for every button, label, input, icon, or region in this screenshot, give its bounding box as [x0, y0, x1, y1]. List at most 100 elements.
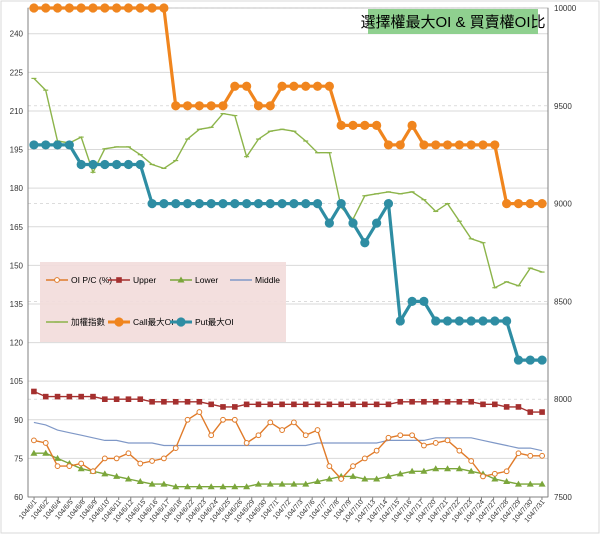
data-point: [243, 483, 251, 490]
data-point: [360, 120, 370, 130]
data-point: [314, 427, 321, 433]
data-point: [54, 277, 60, 283]
data-point: [265, 199, 275, 209]
data-point: [137, 396, 144, 402]
legend-label: Middle: [255, 275, 280, 285]
legend-item: Call最大OI: [108, 317, 174, 327]
data-point: [54, 454, 62, 461]
data-point: [503, 478, 511, 485]
data-point: [136, 478, 144, 485]
data-point: [54, 463, 61, 470]
data-point: [277, 81, 287, 91]
data-point: [218, 199, 228, 209]
grid: [27, 7, 549, 498]
data-point: [537, 355, 547, 365]
data-point: [407, 296, 417, 306]
data-point: [102, 396, 108, 402]
data-point: [208, 401, 214, 408]
data-point: [52, 140, 63, 150]
data-point: [395, 316, 405, 326]
data-point: [361, 475, 369, 482]
data-point: [41, 140, 51, 150]
left-axis-tick-label: 165: [10, 223, 24, 232]
data-point: [455, 465, 463, 472]
data-point: [514, 480, 522, 487]
data-point: [491, 470, 498, 477]
data-point: [314, 401, 321, 408]
data-point: [302, 480, 310, 487]
data-point: [420, 467, 428, 474]
data-point: [503, 468, 510, 475]
data-point: [301, 81, 311, 91]
data-point: [444, 398, 451, 405]
data-point: [171, 101, 181, 111]
data-point: [338, 476, 345, 482]
data-point: [135, 3, 145, 13]
data-point: [206, 101, 216, 111]
data-point: [64, 140, 74, 150]
legend-box: [40, 262, 286, 342]
data-point: [255, 401, 262, 408]
data-point: [231, 416, 238, 423]
left-axis-tick-label: 135: [10, 300, 24, 309]
data-point: [348, 120, 358, 130]
left-axis-tick-label: 195: [10, 146, 24, 155]
data-point: [137, 460, 144, 467]
data-point: [66, 393, 73, 400]
data-point: [207, 483, 215, 490]
data-point: [502, 316, 512, 326]
data-point: [265, 101, 275, 111]
data-point: [88, 159, 98, 170]
data-point: [397, 432, 404, 439]
data-point: [52, 3, 63, 13]
data-point: [64, 3, 74, 13]
data-point: [100, 3, 110, 13]
data-point: [373, 401, 380, 408]
data-point: [124, 475, 132, 482]
data-point: [123, 159, 134, 170]
legend-item: 加權指數: [46, 317, 106, 327]
right-axis-tick-label: 7500: [554, 493, 572, 502]
data-point: [254, 480, 262, 487]
data-point: [135, 159, 145, 170]
data-point: [324, 218, 334, 228]
data-point: [326, 401, 333, 408]
data-point: [454, 316, 464, 326]
legend-item: Middle: [230, 275, 280, 285]
data-point: [266, 480, 274, 487]
data-point: [480, 473, 486, 480]
data-point: [409, 398, 415, 405]
data-point: [232, 404, 238, 410]
data-point: [478, 140, 488, 150]
data-point: [539, 452, 545, 459]
data-point: [478, 316, 488, 326]
data-point: [384, 472, 392, 479]
left-axis-tick-label: 150: [10, 261, 24, 270]
right-axis-tick-label: 8500: [554, 297, 572, 306]
data-point: [513, 355, 524, 365]
data-point: [277, 199, 287, 209]
legend-label: OI P/C (%): [71, 275, 112, 285]
data-point: [172, 398, 179, 405]
data-point: [490, 316, 500, 326]
series-oi-p-c-: [31, 409, 545, 482]
data-point: [279, 401, 285, 408]
data-point: [220, 416, 226, 423]
data-point: [101, 455, 108, 462]
data-point: [312, 199, 323, 209]
data-point: [267, 401, 274, 408]
data-point: [42, 440, 49, 446]
data-point: [90, 393, 96, 400]
data-point: [66, 463, 73, 470]
data-point: [539, 409, 545, 415]
data-point: [290, 480, 298, 487]
data-point: [159, 199, 169, 209]
data-point: [338, 401, 344, 408]
data-point: [255, 432, 262, 439]
data-point: [314, 478, 322, 485]
series-upper: [31, 388, 545, 415]
data-point: [76, 159, 86, 170]
legend-item: Put最大OI: [170, 317, 234, 327]
data-point: [527, 452, 534, 459]
